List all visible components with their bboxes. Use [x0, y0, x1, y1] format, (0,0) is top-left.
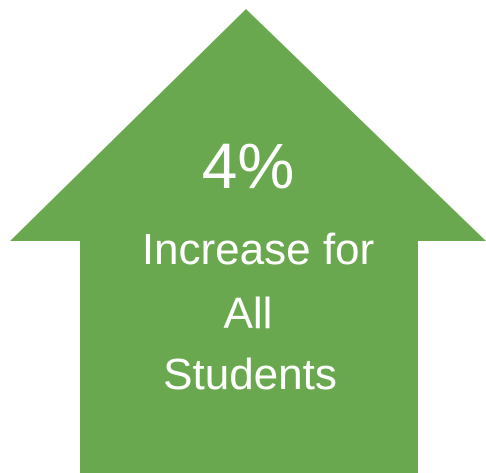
caption-line-2: All [223, 289, 273, 338]
percent-value: 4% [201, 130, 295, 202]
caption-line-1: Increase for [141, 225, 375, 274]
arrow-shape [10, 9, 486, 473]
caption-line-3: Students [163, 350, 337, 399]
